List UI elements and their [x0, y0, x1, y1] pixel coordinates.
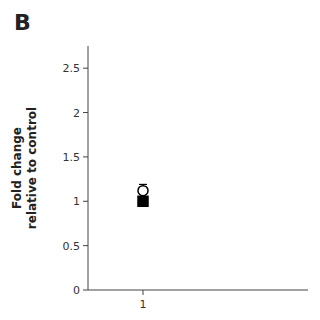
y-axis-label: Fold changerelative to control: [10, 107, 39, 229]
y-axis-label-line: Fold change: [10, 127, 24, 209]
error-bar-cap: [139, 196, 147, 197]
y-tick-label: 0: [73, 284, 80, 297]
point-circle: [138, 186, 148, 196]
y-tick: [83, 245, 88, 246]
y-tick: [83, 112, 88, 113]
y-axis-line: [88, 46, 89, 290]
chart-container: B 0 0.5 1 1.5 2 2.5 1 Fold changerelative to con…: [0, 0, 320, 320]
data-group: [138, 184, 148, 206]
error-bar: [139, 197, 147, 206]
y-tick: [83, 290, 88, 291]
title: B: [14, 10, 31, 35]
y-tick: [83, 68, 88, 69]
chart-svg: B 0 0.5 1 1.5 2 2.5 1 Fold changerelative to con…: [0, 0, 320, 320]
y-tick: [83, 201, 88, 202]
x-axis-line: [88, 290, 308, 291]
y-axis-label-line: relative to control: [25, 107, 39, 229]
x-tick-label: 1: [140, 298, 147, 311]
error-bar-cap: [139, 196, 147, 197]
error-bar: [139, 184, 147, 196]
point-square: [138, 196, 148, 206]
error-bar-cap: [139, 184, 147, 185]
y-tick-label: 0.5: [63, 240, 81, 253]
y-tick-label: 1: [73, 195, 80, 208]
x-tick: [143, 290, 144, 295]
y-tick-label: 1.5: [63, 151, 81, 164]
y-tick: [83, 156, 88, 157]
y-tick-label: 2.5: [63, 62, 81, 75]
y-tick-label: 2: [73, 107, 80, 120]
